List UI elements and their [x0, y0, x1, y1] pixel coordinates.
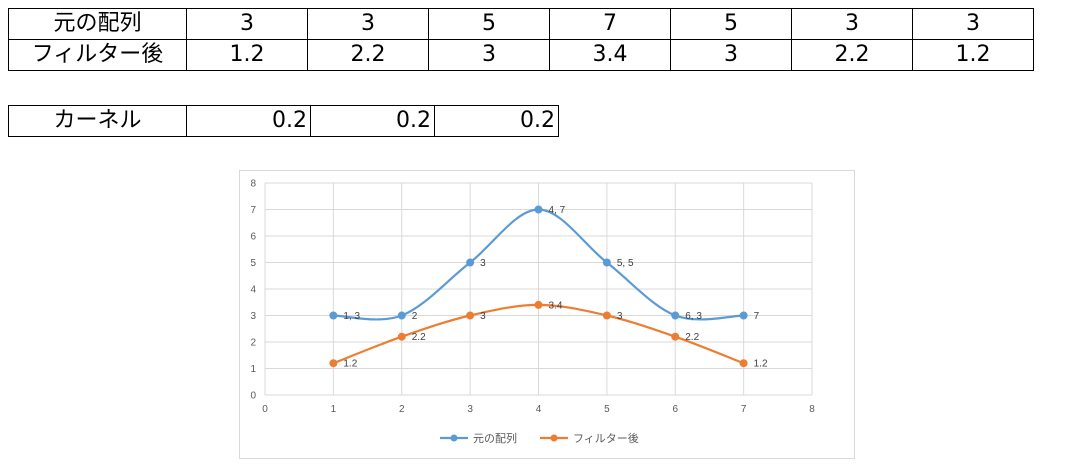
y-tick-label: 6 [250, 232, 256, 243]
y-tick-label: 4 [250, 285, 256, 296]
table-cell: 0.2 [310, 105, 435, 137]
table-row: フィルター後 1.2 2.2 3 3.4 3 2.2 1.2 [8, 39, 1034, 71]
data-label: 6, 3 [685, 311, 702, 322]
x-tick-label: 3 [467, 404, 473, 415]
x-tick-label: 1 [331, 404, 337, 415]
data-label: 3.4 [549, 300, 563, 311]
table-row: 元の配列 3 3 5 7 5 3 3 [8, 8, 1034, 40]
table-cell: 1.2 [186, 39, 308, 71]
x-tick-label: 8 [809, 404, 815, 415]
data-point [739, 311, 748, 320]
table-cell: 3 [912, 8, 1034, 40]
table-cell: 3 [791, 8, 913, 40]
table-cell: 7 [549, 8, 671, 40]
data-point [602, 311, 611, 320]
data-label: 4, 7 [549, 205, 566, 216]
data-point [329, 359, 338, 368]
data-label: 3 [480, 258, 486, 269]
data-point [466, 311, 475, 320]
data-point [671, 332, 680, 341]
y-tick-label: 0 [250, 391, 256, 402]
x-tick-label: 7 [741, 404, 747, 415]
y-tick-label: 3 [250, 311, 256, 322]
y-tick-label: 5 [250, 258, 256, 269]
data-label: 7 [754, 311, 760, 322]
data-point [602, 258, 611, 267]
table-cell: 0.2 [434, 105, 559, 137]
x-tick-label: 2 [399, 404, 405, 415]
table-cell: 3 [428, 39, 550, 71]
table-row: カーネル 0.2 0.2 0.2 [8, 105, 559, 137]
data-label: 3 [480, 311, 486, 322]
row-header: カーネル [8, 105, 187, 137]
row-header: 元の配列 [8, 8, 187, 40]
table-cell: 0.2 [186, 105, 311, 137]
row-header: フィルター後 [8, 39, 187, 71]
table-cell: 3 [307, 8, 429, 40]
kernel-table: カーネル 0.2 0.2 0.2 [8, 105, 559, 137]
data-point [397, 332, 406, 341]
legend-marker [450, 434, 458, 442]
data-label: 1.2 [754, 359, 768, 370]
x-tick-label: 0 [262, 404, 268, 415]
data-label: 5, 5 [617, 258, 634, 269]
x-tick-label: 4 [536, 404, 542, 415]
data-point [534, 300, 543, 309]
table-cell: 2.2 [307, 39, 429, 71]
data-label: 1.2 [343, 359, 357, 370]
legend-label: 元の配列 [473, 431, 517, 445]
y-tick-label: 8 [250, 179, 256, 190]
x-tick-label: 6 [672, 404, 678, 415]
table-cell: 3.4 [549, 39, 671, 71]
table-cell: 1.2 [912, 39, 1034, 71]
table-cell: 5 [428, 8, 550, 40]
data-point [466, 258, 475, 267]
data-point [329, 311, 338, 320]
data-label: 2 [412, 311, 418, 322]
data-label: 2.2 [685, 332, 699, 343]
legend-marker [550, 434, 558, 442]
table-cell: 3 [670, 39, 792, 71]
data-label: 3 [617, 311, 623, 322]
table-cell: 3 [186, 8, 308, 40]
table-cell: 5 [670, 8, 792, 40]
data-label: 2.2 [412, 332, 426, 343]
x-tick-label: 5 [604, 404, 610, 415]
data-point [534, 205, 543, 214]
data-label: 1, 3 [343, 311, 360, 322]
data-point [739, 359, 748, 368]
data-point [671, 311, 680, 320]
legend-label: フィルター後 [573, 431, 639, 445]
data-point [397, 311, 406, 320]
y-tick-label: 1 [250, 364, 256, 375]
line-chart: 0 1 2 3 4 5 6 7 8 0 1 2 3 4 5 6 7 8 1, 3 2 3 4, 7 5, 5 6, 3 7 1.2… [250, 179, 815, 446]
data-table: 元の配列 3 3 5 7 5 3 3 フィルター後 1.2 2.2 3 3.4 … [8, 8, 1034, 71]
y-tick-label: 2 [250, 338, 256, 349]
y-tick-label: 7 [250, 205, 256, 216]
table-cell: 2.2 [791, 39, 913, 71]
chart-area[interactable]: 0 1 2 3 4 5 6 7 8 0 1 2 3 4 5 6 7 8 1, 3 2 3 4, 7 5, 5 6, 3 7 1.2… [239, 170, 855, 459]
